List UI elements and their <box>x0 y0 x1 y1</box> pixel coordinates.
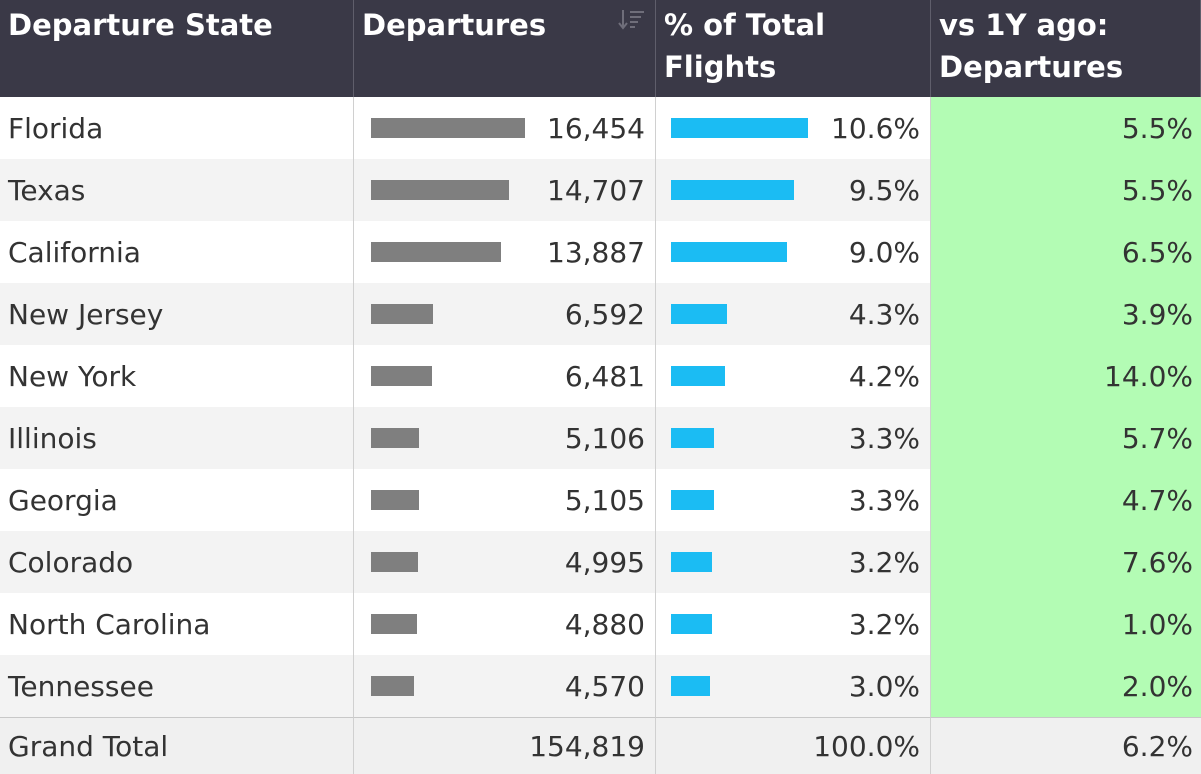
pct-total-bar <box>671 304 727 324</box>
header-departure-state-label: Departure State <box>8 8 273 42</box>
pct-total-cell[interactable]: 3.2% <box>656 593 931 655</box>
pct-total-value: 4.3% <box>848 297 920 331</box>
departures-value: 6,592 <box>564 297 645 331</box>
pct-total-bar <box>671 428 714 448</box>
yoy-change-cell[interactable]: 14.0% <box>931 345 1201 407</box>
departures-cell[interactable]: 16,454 <box>354 97 656 159</box>
pct-total-value: 3.2% <box>848 607 920 641</box>
sort-descending-icon[interactable] <box>617 8 645 32</box>
pct-total-value: 10.6% <box>831 111 920 145</box>
departures-cell[interactable]: 6,481 <box>354 345 656 407</box>
pct-total-cell[interactable]: 9.0% <box>656 221 931 283</box>
pct-total-cell[interactable]: 4.3% <box>656 283 931 345</box>
pct-total-value: 3.3% <box>848 483 920 517</box>
departures-bar <box>371 180 509 200</box>
departures-value: 5,105 <box>564 483 645 517</box>
yoy-change-cell[interactable]: 5.7% <box>931 407 1201 469</box>
pct-total-value: 3.3% <box>848 421 920 455</box>
state-cell[interactable]: Georgia <box>0 469 354 531</box>
departures-cell[interactable]: 5,106 <box>354 407 656 469</box>
departures-cell[interactable]: 4,880 <box>354 593 656 655</box>
departures-bar <box>371 490 419 510</box>
header-departures-label: Departures <box>362 8 547 42</box>
pct-total-bar <box>671 552 712 572</box>
yoy-change-cell[interactable]: 5.5% <box>931 97 1201 159</box>
state-cell[interactable]: Colorado <box>0 531 354 593</box>
grand-total-label: Grand Total <box>0 717 354 774</box>
state-cell[interactable]: Texas <box>0 159 354 221</box>
pct-total-bar <box>671 614 712 634</box>
pct-total-bar <box>671 366 725 386</box>
departures-bar <box>371 366 432 386</box>
pct-total-cell[interactable]: 10.6% <box>656 97 931 159</box>
departures-value: 5,106 <box>564 421 645 455</box>
state-cell[interactable]: New York <box>0 345 354 407</box>
departures-bar <box>371 676 414 696</box>
departures-cell[interactable]: 5,105 <box>354 469 656 531</box>
header-departure-state[interactable]: Departure State <box>0 0 354 97</box>
departures-value: 6,481 <box>564 359 645 393</box>
grand-total-yoy: 6.2% <box>931 717 1201 774</box>
pct-total-bar <box>671 118 808 138</box>
header-pct-line1: % of Total <box>664 8 826 42</box>
pct-total-value: 3.0% <box>848 669 920 703</box>
departures-value: 4,570 <box>564 669 645 703</box>
yoy-change-cell[interactable]: 1.0% <box>931 593 1201 655</box>
pct-total-cell[interactable]: 3.3% <box>656 469 931 531</box>
departures-cell[interactable]: 14,707 <box>354 159 656 221</box>
pct-total-cell[interactable]: 4.2% <box>656 345 931 407</box>
pct-total-value: 3.2% <box>848 545 920 579</box>
departures-bar <box>371 242 501 262</box>
yoy-change-cell[interactable]: 3.9% <box>931 283 1201 345</box>
state-cell[interactable]: Florida <box>0 97 354 159</box>
pct-total-value: 9.5% <box>848 173 920 207</box>
header-vs-1y-ago[interactable]: vs 1Y ago: Departures <box>931 0 1201 97</box>
departures-value: 16,454 <box>547 111 645 145</box>
pct-total-cell[interactable]: 3.2% <box>656 531 931 593</box>
departures-cell[interactable]: 4,570 <box>354 655 656 717</box>
grand-total-departures: 154,819 <box>354 717 656 774</box>
pct-total-bar <box>671 180 794 200</box>
pct-total-cell[interactable]: 3.0% <box>656 655 931 717</box>
yoy-change-cell[interactable]: 2.0% <box>931 655 1201 717</box>
departures-value: 4,995 <box>564 545 645 579</box>
departures-bar <box>371 614 417 634</box>
state-cell[interactable]: Illinois <box>0 407 354 469</box>
header-yoy-line2: Departures <box>939 50 1124 84</box>
grand-total-pct: 100.0% <box>656 717 931 774</box>
departures-cell[interactable]: 13,887 <box>354 221 656 283</box>
yoy-change-cell[interactable]: 6.5% <box>931 221 1201 283</box>
departures-bar <box>371 304 433 324</box>
pct-total-cell[interactable]: 9.5% <box>656 159 931 221</box>
pct-total-bar <box>671 242 787 262</box>
yoy-change-cell[interactable]: 7.6% <box>931 531 1201 593</box>
pct-total-bar <box>671 490 714 510</box>
departures-bar <box>371 118 525 138</box>
departures-bar <box>371 552 418 572</box>
pct-total-bar <box>671 676 710 696</box>
header-pct-total-flights[interactable]: % of Total Flights <box>656 0 931 97</box>
yoy-change-cell[interactable]: 4.7% <box>931 469 1201 531</box>
departures-value: 4,880 <box>564 607 645 641</box>
departures-cell[interactable]: 4,995 <box>354 531 656 593</box>
state-cell[interactable]: New Jersey <box>0 283 354 345</box>
header-yoy-line1: vs 1Y ago: <box>939 8 1109 42</box>
pct-total-value: 4.2% <box>848 359 920 393</box>
state-cell[interactable]: Tennessee <box>0 655 354 717</box>
pct-total-cell[interactable]: 3.3% <box>656 407 931 469</box>
header-departures[interactable]: Departures <box>354 0 656 97</box>
header-pct-line2: Flights <box>664 50 777 84</box>
yoy-change-cell[interactable]: 5.5% <box>931 159 1201 221</box>
departures-bar <box>371 428 419 448</box>
departures-value: 13,887 <box>547 235 645 269</box>
departures-value: 14,707 <box>547 173 645 207</box>
state-cell[interactable]: North Carolina <box>0 593 354 655</box>
state-cell[interactable]: California <box>0 221 354 283</box>
departures-cell[interactable]: 6,592 <box>354 283 656 345</box>
pct-total-value: 9.0% <box>848 235 920 269</box>
